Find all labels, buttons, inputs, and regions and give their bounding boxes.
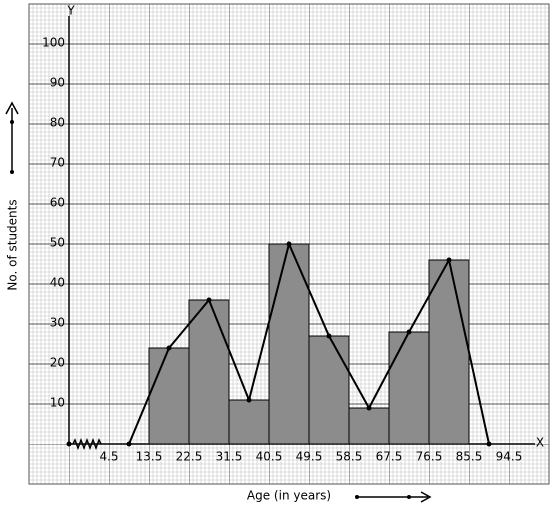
bar	[148, 347, 190, 445]
polygon-point	[486, 441, 492, 447]
polygon-point	[286, 241, 292, 247]
x-tick-label: 40.5	[256, 450, 283, 464]
bar	[188, 299, 230, 445]
polygon-point	[166, 345, 172, 351]
x-tick-label: 22.5	[176, 450, 203, 464]
x-tick-label: 94.5	[496, 450, 523, 464]
origin-dot	[66, 441, 72, 447]
x-arrow	[355, 491, 432, 503]
polygon-point	[126, 441, 132, 447]
bar	[228, 399, 270, 445]
frequency-polygon	[128, 240, 490, 445]
polygon-point	[326, 333, 332, 339]
x-tick-label: 31.5	[216, 450, 243, 464]
y-tick-label: 40	[50, 276, 65, 290]
polygon-point	[446, 257, 452, 263]
x-tick-label: 76.5	[416, 450, 443, 464]
y-tick-label: 60	[50, 196, 65, 210]
bar	[428, 259, 470, 445]
y-axis-name: Y	[66, 4, 75, 18]
polygon-point	[406, 329, 412, 335]
y-tick-label: 80	[50, 116, 65, 130]
y-tick-label: 90	[50, 76, 65, 90]
y-arrow	[5, 101, 19, 174]
bar	[348, 407, 390, 445]
x-tick-label: 58.5	[336, 450, 363, 464]
x-tick-label: 67.5	[376, 450, 403, 464]
x-tick-label: 4.5	[99, 450, 118, 464]
y-tick-label: 50	[50, 236, 65, 250]
polygon-point	[246, 397, 252, 403]
y-tick-label: 100	[42, 36, 65, 50]
y-axis-label: No. of students	[6, 199, 20, 290]
y-tick-label: 10	[50, 396, 65, 410]
x-axis-name: X	[536, 436, 544, 450]
y-tick-label: 70	[50, 156, 65, 170]
x-axis-label: Age (in years)	[247, 489, 331, 503]
bar	[308, 335, 350, 445]
polygon-point	[366, 405, 372, 411]
bar	[388, 331, 430, 445]
polygon-point	[206, 297, 212, 303]
axis-break	[72, 437, 102, 451]
y-tick-label: 20	[50, 356, 65, 370]
plot-area: 10 20 30 40 50 60 70 80 90 100 4.5 13.5 22.5 31.5 40.5…	[29, 16, 549, 464]
x-tick-label: 13.5	[136, 450, 163, 464]
x-tick-label: 49.5	[296, 450, 323, 464]
y-tick-label: 30	[50, 316, 65, 330]
x-tick-label: 85.5	[456, 450, 483, 464]
